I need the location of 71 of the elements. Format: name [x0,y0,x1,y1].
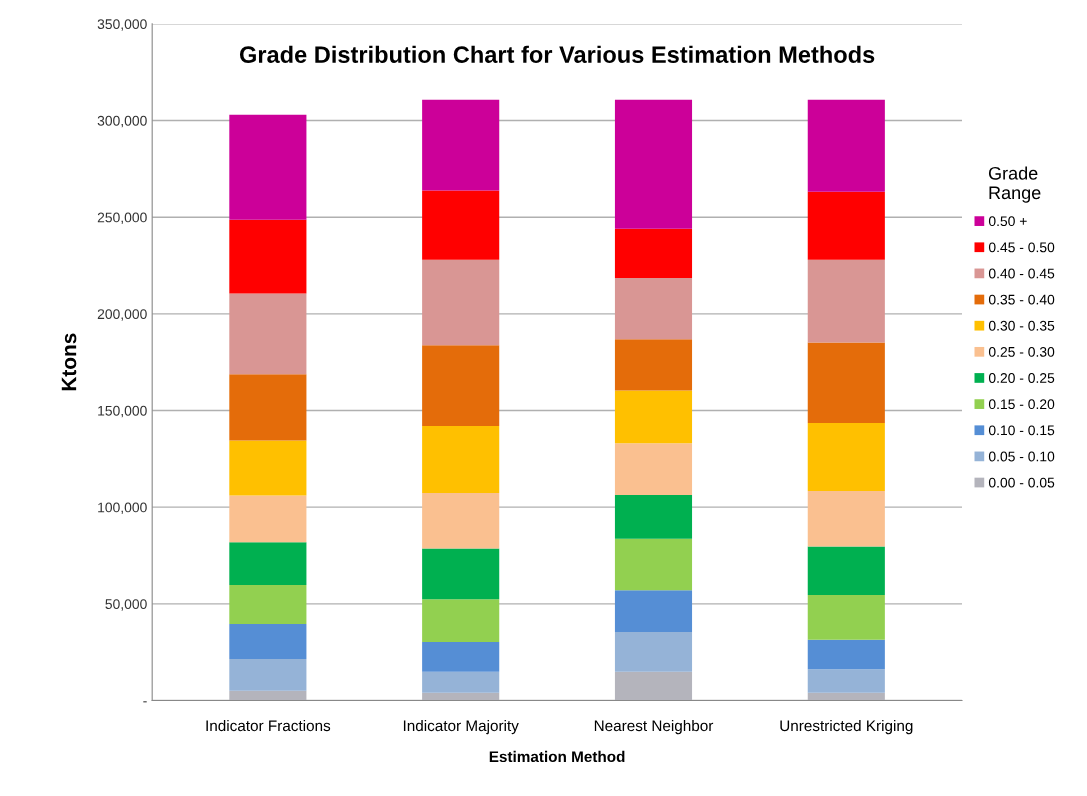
bar [807,639,885,670]
x-tick-label: Unrestricted Kriging [780,719,913,735]
bar [614,632,693,672]
y-tick-label: 350,000 [97,19,147,31]
bar [614,390,693,444]
legend-title: Grade Range [988,166,1041,203]
legend-label: 0.05 - 0.10 [988,451,1055,462]
bar [807,191,885,260]
x-tick-label: Indicator Fractions [206,719,331,732]
legend-label: 0.40 - 0.45 [988,268,1055,279]
bar [614,443,693,495]
bar [614,538,693,591]
bar [614,590,693,633]
bar [422,190,500,260]
bar [807,595,885,640]
y-tick-label: - [143,701,147,703]
y-tick-label: 50,000 [105,599,147,611]
legend-label: 0.35 - 0.40 [988,294,1055,305]
bar [229,114,307,220]
bar [229,374,307,441]
bar [422,99,500,191]
bar [229,219,307,294]
legend-label: 0.45 - 0.50 [988,242,1055,253]
legend-label: 0.00 - 0.05 [988,477,1055,488]
bar [422,599,500,642]
y-tick-label: 150,000 [98,405,147,418]
bar [422,548,500,600]
bar [807,669,885,693]
x-axis-title: Estimation Method [489,750,625,763]
bar [614,99,693,229]
y-tick-label: 100,000 [98,502,147,514]
bar [807,546,885,596]
legend-label: 0.25 - 0.30 [988,346,1055,357]
y-tick-label: 250,000 [97,212,147,224]
bar [422,425,500,494]
bar [422,493,500,549]
legend-label: 0.10 - 0.15 [988,425,1055,436]
bar [422,345,500,426]
bar [807,342,885,424]
bar [807,692,885,701]
bar [229,623,307,659]
bar [229,293,307,375]
bar [614,339,693,391]
y-tick-label: 300,000 [97,115,147,128]
bar [807,423,885,492]
x-tick-label: Nearest Neighbor [594,719,714,735]
bar [807,491,885,547]
legend-label: 0.30 - 0.35 [988,320,1055,331]
bar [614,671,693,701]
bar [422,671,500,693]
bar [229,585,307,624]
bar [422,641,500,672]
bar [807,259,885,343]
legend-label: 0.15 - 0.20 [988,399,1055,410]
bar [229,495,307,543]
legend-label: 0.50 + [988,216,1027,227]
legend-label: 0.20 - 0.25 [988,373,1055,383]
bar [422,259,500,346]
bar [614,494,693,539]
bar [229,658,307,691]
bar [614,278,693,340]
y-tick-label: 200,000 [97,309,147,321]
text: Grade Distribution Chart for Various Estimation Methods [239,45,875,63]
bar [229,690,307,701]
y-axis-title: Ktons [61,333,77,391]
x-tick-label: Indicator Majority [403,719,519,735]
bar [229,440,307,496]
bar [807,99,885,192]
bar [614,228,693,279]
bar [229,542,307,586]
bar [422,692,500,701]
